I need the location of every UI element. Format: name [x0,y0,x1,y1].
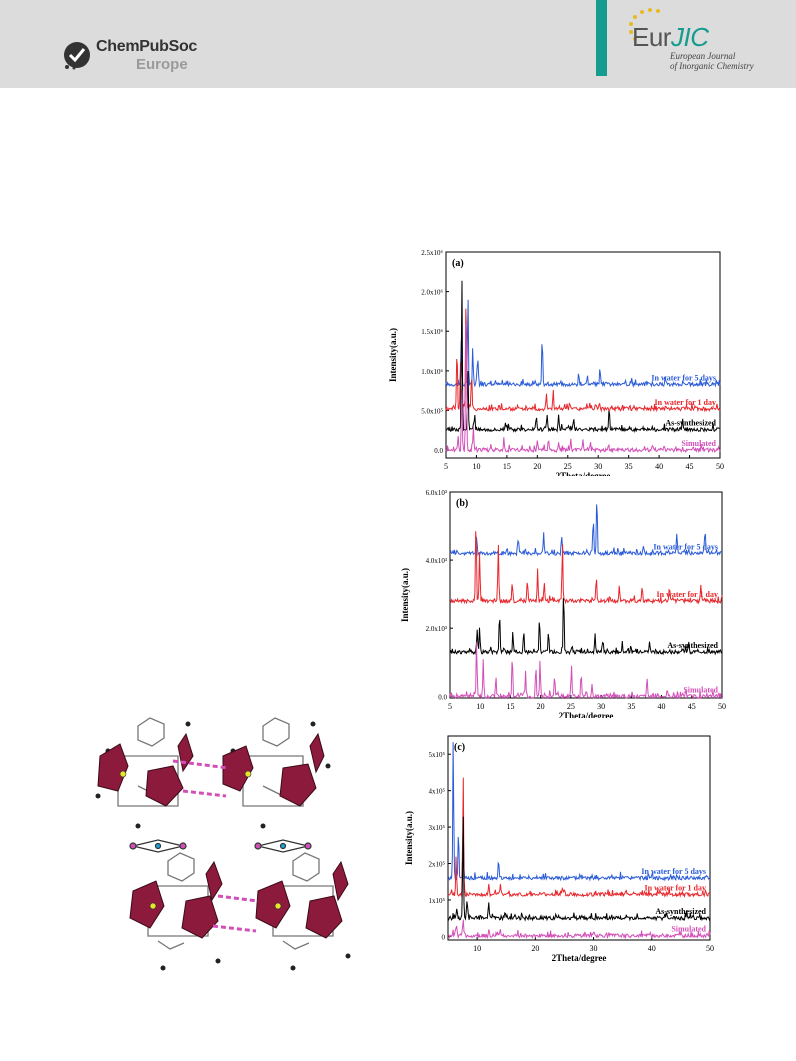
journal-full-line1: European Journal [670,51,736,61]
x-tick-label: 15 [503,462,511,471]
eu-stars-icon [629,8,660,41]
x-tick-label: 25 [567,702,575,711]
series-label: In water for 1 day [657,590,718,599]
x-tick-label: 45 [688,702,696,711]
x-tick-label: 50 [706,944,714,953]
series-line [445,323,721,454]
series-label: In water for 1 day [655,398,716,407]
pxrd-chart-a: (a) 5 10 15 20 25 30 35 40 45 50 0.0 5.0x10⁵ 1.0x10⁶ 1… [388,249,724,476]
x-tick-label: 25 [564,462,572,471]
y-tick-label: 5.0x10⁵ [421,407,443,415]
x-tick-label: 30 [594,462,602,471]
series-line [449,598,723,656]
y-axis-label: Intensity(a.u.) [404,811,414,865]
series-label: Simulated [681,439,716,448]
series-label: Simulated [683,685,718,694]
series-line [445,308,721,413]
y-tick-label: 2.0x10³ [426,625,447,633]
series-label: In water for 5 days [651,373,716,382]
x-tick-label: 10 [472,462,480,471]
y-tick-label: 4x10⁵ [429,788,446,796]
series-line [449,642,723,700]
series-line [445,280,721,434]
publisher-name: ChemPubSoc [96,38,198,55]
x-tick-label: 20 [533,462,541,471]
journal-full-line2: of Inorganic Chemistry [670,61,754,71]
polyhedra [97,732,349,939]
series-line [447,919,711,940]
publisher-sub: Europe [136,56,188,73]
x-tick-label: 20 [537,702,545,711]
series-label: As-synthesized [665,418,716,427]
x-axis-label: 2Theta/degree [556,471,611,476]
plot-frame [445,251,721,459]
metal-atoms [119,770,282,910]
x-tick-label: 30 [590,944,598,953]
plot-frame [447,735,711,941]
panel-label: (a) [452,258,464,269]
chempubsoc-logo: ChemPubSoc Europe [62,38,222,78]
series-line [449,531,723,605]
journal-brand: EurJIC [632,22,709,52]
series-label: In water for 5 days [653,542,718,551]
page-header: ChemPubSoc Europe EurJIC European Journa… [0,0,796,88]
x-tick-label: 35 [627,702,635,711]
x-tick-label: 10 [473,944,481,953]
accent-bar [596,0,607,76]
series-line [447,777,711,898]
pxrd-chart-c: (c) 10 20 30 40 50 0 1x10⁵ 2x10⁵ 3x10⁵ 4x10⁵ 5x10⁵ 2… [404,735,714,963]
series-line [449,504,723,557]
x-tick-label: 40 [658,702,666,711]
x-tick-label: 50 [716,462,724,471]
y-tick-label: 1.5x10⁶ [421,328,443,336]
y-tick-label: 6.0x10³ [426,489,447,497]
series-line [447,742,711,882]
series-label: As-synthesized [655,907,706,916]
guest-molecules [129,839,312,853]
y-tick-label: 0 [442,933,446,941]
panel-label: (c) [454,742,465,753]
x-tick-label: 45 [686,462,694,471]
crystal-structure-figure [95,717,351,971]
y-tick-label: 0.0 [434,447,443,455]
y-tick-label: 2.5x10⁶ [421,249,443,257]
eurjic-logo: EurJIC European Journal of Inorganic Che… [612,4,792,84]
y-tick-label: 2.0x10⁶ [421,289,443,297]
y-tick-label: 3x10⁵ [429,824,446,832]
y-tick-label: 4.0x10³ [426,557,447,565]
x-axis-label: 2Theta/degree [552,953,607,963]
x-axis-label: 2Theta/degree [559,711,614,718]
panel-label: (b) [456,498,468,509]
x-tick-label: 20 [531,944,539,953]
hydrogen-bonds [172,759,259,933]
y-tick-label: 0.0 [438,693,447,701]
y-axis-label: Intensity(a.u.) [400,568,410,622]
y-tick-label: 5x10⁵ [429,751,446,759]
series-line [445,299,721,388]
x-tick-label: 10 [476,702,484,711]
series-label: As-synthesized [667,641,718,650]
x-tick-label: 40 [648,944,656,953]
x-tick-label: 40 [655,462,663,471]
pxrd-chart-b: (b) 5 10 15 20 25 30 35 40 45 50 0.0 2.0x10³ 4.0x10³ 6… [400,489,726,718]
x-tick-label: 15 [506,702,514,711]
x-tick-label: 30 [597,702,605,711]
x-tick-label: 5 [448,702,452,711]
y-axis-label: Intensity(a.u.) [388,328,398,382]
x-tick-label: 5 [444,462,448,471]
series-label: In water for 5 days [641,867,706,876]
chempubsoc-logo-icon [64,42,90,70]
series-line [447,816,711,922]
y-tick-label: 1.0x10⁶ [421,368,443,376]
plot-frame [449,491,723,699]
y-tick-label: 1x10⁵ [429,897,446,905]
x-tick-label: 50 [718,702,726,711]
series-label: Simulated [671,925,706,934]
y-tick-label: 2x10⁵ [429,861,446,869]
x-tick-label: 35 [625,462,633,471]
series-label: In water for 1 day [645,883,706,892]
